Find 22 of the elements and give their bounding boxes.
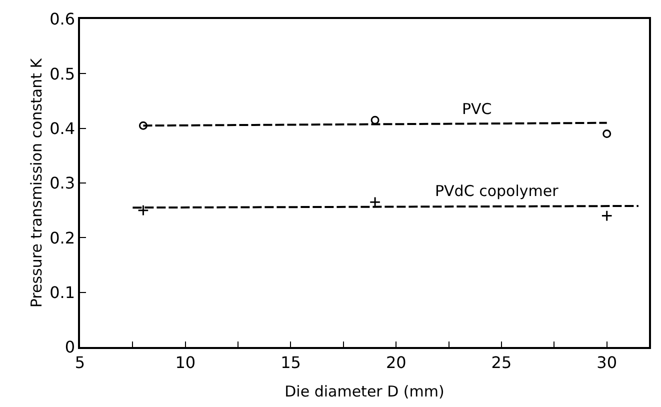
y-tick-label: 0.2 — [50, 228, 76, 248]
y-tick-label: 0.4 — [50, 118, 76, 138]
y-tick-label: 0 — [64, 338, 76, 357]
y-tick-label: 0.3 — [50, 174, 76, 193]
series-label: PVC — [462, 100, 492, 118]
point — [138, 204, 149, 216]
x-axis-title: Die diameter D (mm) — [284, 382, 444, 400]
series-label: PVdC copolymer — [435, 182, 560, 200]
point — [601, 210, 612, 222]
x-tick-label: 10 — [175, 352, 196, 372]
x-tick-label: 15 — [280, 352, 301, 372]
point — [138, 121, 148, 130]
x-tick-label: 20 — [386, 352, 406, 372]
x-tick-label: 25 — [491, 352, 512, 372]
y-axis-title: Pressure transmission constant K — [27, 57, 46, 308]
y-tick-label: 0.1 — [50, 282, 76, 302]
y-tick-label: 0.6 — [50, 10, 76, 29]
x-tick-label: 30 — [596, 352, 618, 372]
point — [602, 130, 612, 138]
y-tick-label: 0.5 — [50, 64, 76, 84]
x-tick-label: 5 — [74, 352, 86, 372]
point — [370, 116, 380, 124]
